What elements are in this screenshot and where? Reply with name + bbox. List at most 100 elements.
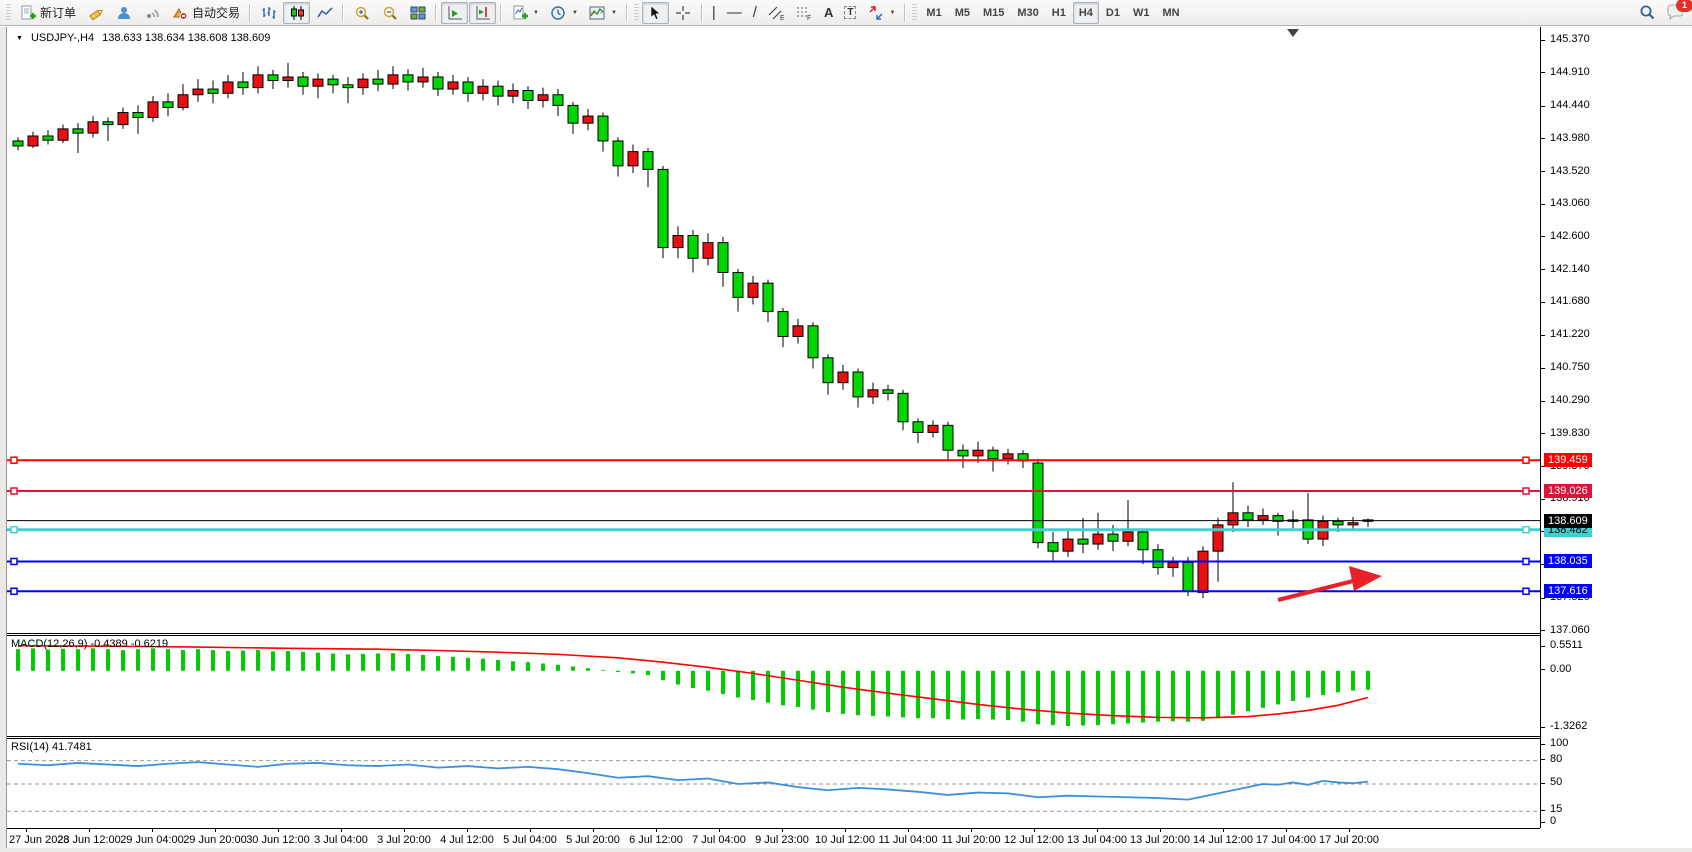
time-tick-label: 29 Jun 20:00 — [183, 834, 247, 846]
separator — [500, 3, 503, 22]
crayon-icon — [87, 4, 104, 21]
time-tick — [719, 828, 720, 832]
collapse-triangle-icon[interactable]: ▼ — [16, 34, 23, 42]
macd-canvas[interactable] — [7, 636, 1540, 734]
time-tick-label: 17 Jul 20:00 — [1319, 834, 1379, 846]
macd-pane[interactable]: MACD(12,26,9) -0.4389 -0.6219 — [7, 635, 1540, 737]
price-tick-label: 141.680 — [1550, 295, 1590, 308]
time-tick — [971, 828, 972, 832]
timeframe-m15[interactable]: M15 — [977, 2, 1010, 24]
time-tick — [1223, 828, 1224, 832]
time-tick-label: 10 Jul 12:00 — [815, 834, 875, 846]
metaeditor-button[interactable] — [82, 2, 109, 24]
autotrading-button[interactable]: 自动交易 — [166, 2, 245, 24]
rsi-pane[interactable]: RSI(14) 41.7481 — [7, 738, 1540, 829]
clock-icon — [550, 4, 567, 21]
timeframe-w1[interactable]: W1 — [1127, 2, 1156, 24]
signal-icon — [143, 4, 160, 21]
price-tick — [1541, 630, 1545, 632]
new-order-icon — [19, 4, 36, 21]
trendline-tool-button[interactable]: / — [748, 2, 762, 24]
crosshair-tool-button[interactable] — [670, 2, 697, 24]
indicators-dropdown[interactable]: ▼ — [506, 2, 544, 24]
chevron-down-icon: ▼ — [533, 9, 539, 16]
toolbar-grip[interactable] — [6, 3, 11, 22]
timeframe-mn[interactable]: MN — [1156, 2, 1185, 24]
auto-scroll-button[interactable] — [441, 1, 469, 24]
tile-windows-button[interactable] — [404, 2, 431, 24]
separator — [904, 3, 907, 22]
vertical-line-tool-button[interactable]: | — [707, 2, 721, 24]
timeframe-h1[interactable]: H1 — [1046, 2, 1072, 24]
chart-shift-button[interactable] — [469, 1, 497, 24]
price-pane[interactable]: ▼ USDJPY-,H4 138.633 138.634 138.608 138… — [7, 27, 1540, 634]
periods-dropdown[interactable]: ▼ — [545, 2, 583, 24]
price-line-tag: 139.026 — [1544, 484, 1592, 499]
chevron-down-icon: ▼ — [889, 9, 896, 16]
zoom-in-button[interactable] — [348, 2, 375, 24]
rsi-canvas[interactable] — [7, 739, 1540, 826]
zoom-out-button[interactable] — [376, 2, 403, 24]
cursor-tool-button[interactable] — [641, 1, 669, 24]
macd-axis-label: -1.3262 — [1550, 720, 1588, 732]
time-tick — [404, 828, 405, 832]
price-axis[interactable]: 145.370 144.910 144.440 143.980 143.520 143.0… — [1540, 27, 1692, 828]
signals-button[interactable] — [138, 2, 165, 24]
timeframe-d1[interactable]: D1 — [1100, 2, 1126, 24]
price-tick — [1541, 171, 1545, 173]
price-chart-canvas[interactable] — [7, 27, 1540, 633]
separator — [700, 3, 703, 22]
time-tick-label: 4 Jul 12:00 — [440, 834, 494, 846]
time-tick-label: 29 Jun 04:00 — [120, 834, 184, 846]
time-tick — [26, 828, 27, 832]
arrows-tool-dropdown[interactable]: ▼ — [862, 2, 900, 24]
toolbar-grip[interactable] — [633, 3, 639, 22]
line-chart-button[interactable] — [311, 2, 338, 24]
bar-chart-button[interactable] — [255, 2, 282, 24]
notification-badge: 1 — [1676, 0, 1692, 12]
templates-dropdown[interactable]: ▼ — [584, 2, 622, 24]
chevron-down-icon: ▼ — [610, 9, 617, 16]
price-tick — [1541, 564, 1545, 566]
timeframe-h4[interactable]: H4 — [1072, 1, 1099, 24]
price-tick — [1541, 72, 1545, 74]
horizontal-line-tool-button[interactable]: — — [722, 2, 747, 24]
timeframe-m30[interactable]: M30 — [1011, 2, 1044, 24]
rsi-axis-label: 15 — [1550, 803, 1563, 816]
price-tick-label: 144.440 — [1550, 99, 1590, 112]
arrows-icon — [867, 4, 884, 21]
candlestick-button[interactable] — [283, 1, 311, 24]
text-tool-button[interactable]: A — [819, 2, 838, 24]
price-tick-label: 140.750 — [1550, 361, 1590, 374]
price-tick-label: 142.600 — [1550, 229, 1590, 242]
macd-label: MACD(12,26,9) -0.4389 -0.6219 — [11, 638, 169, 650]
tile-windows-icon — [409, 4, 426, 21]
timeframe-m5[interactable]: M5 — [949, 2, 976, 24]
market-button[interactable] — [110, 2, 137, 24]
price-tick-label: 142.140 — [1550, 262, 1590, 275]
toolbar-grip[interactable] — [912, 3, 918, 22]
autotrading-icon — [171, 4, 188, 21]
left-scroll-strip[interactable] — [0, 27, 7, 852]
time-tick — [656, 828, 657, 832]
rsi-axis-label: 0 — [1550, 815, 1557, 827]
separator — [249, 3, 252, 22]
chat-button[interactable]: 1 — [1661, 0, 1692, 24]
new-order-button[interactable]: 新订单 — [14, 2, 81, 24]
time-tick-label: 5 Jul 20:00 — [566, 834, 620, 846]
separator — [625, 3, 628, 22]
time-tick — [278, 828, 279, 832]
channel-tool-button[interactable]: E — [763, 2, 790, 24]
chart-shift-icon — [474, 4, 491, 21]
price-tick — [1541, 367, 1545, 369]
search-button[interactable] — [1633, 2, 1660, 24]
time-tick — [593, 828, 594, 832]
text-label-tool-button[interactable]: T — [839, 2, 861, 24]
timeframe-m1[interactable]: M1 — [920, 2, 947, 24]
time-axis[interactable]: 27 Jun 2023 28 Jun 12:00 29 Jun 04:00 29 Ju… — [7, 828, 1540, 852]
fibonacci-tool-button[interactable]: F — [791, 2, 818, 24]
rsi-tick — [1541, 759, 1545, 761]
price-tick — [1541, 39, 1545, 41]
time-tick-label: 7 Jul 04:00 — [692, 834, 746, 846]
